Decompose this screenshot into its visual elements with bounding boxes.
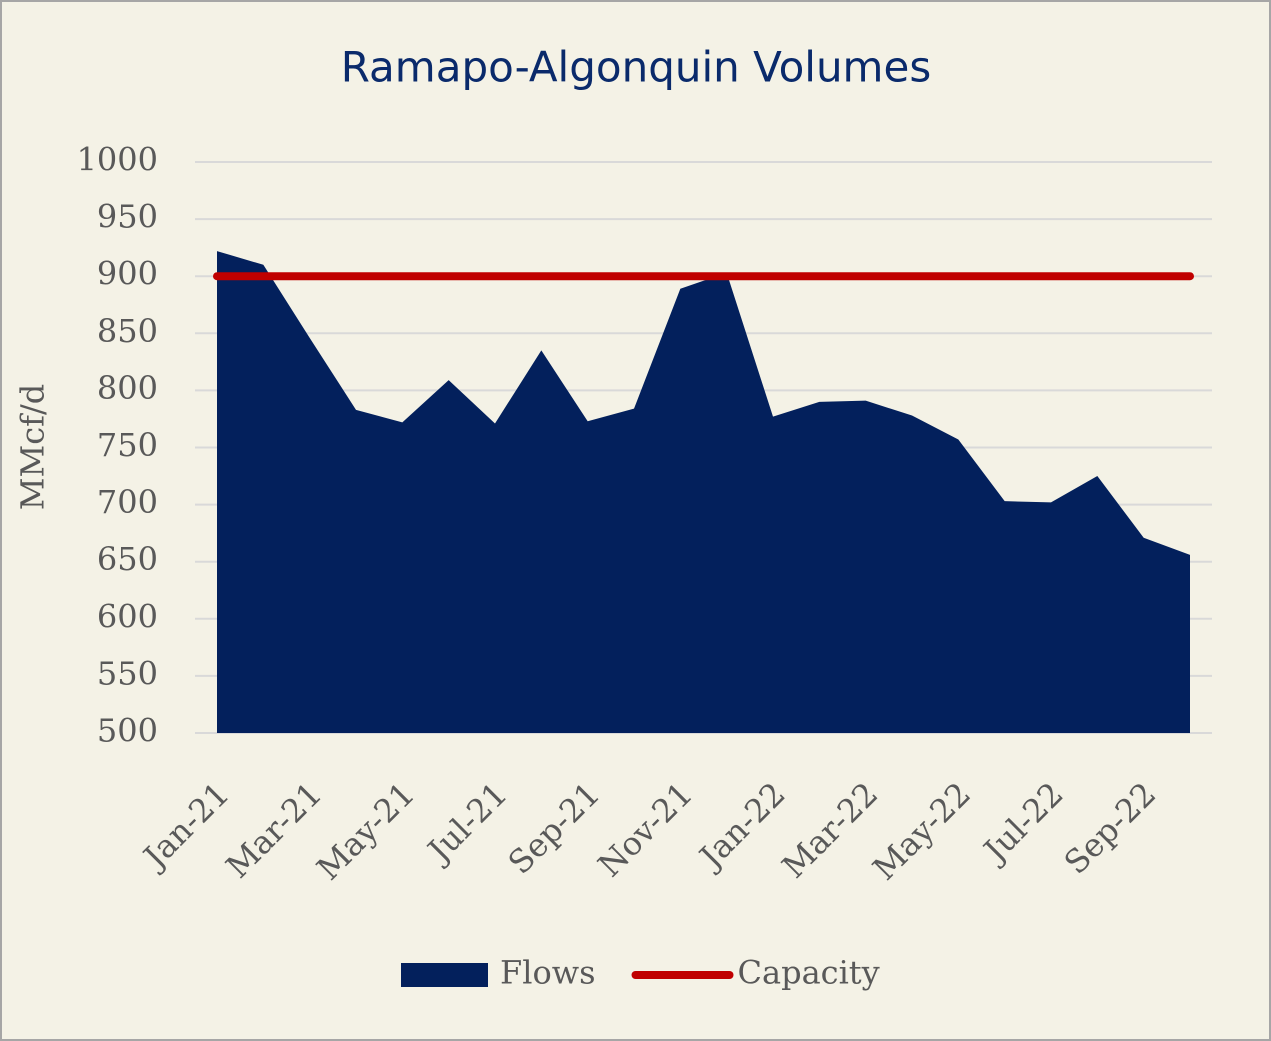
y-tick-label: 500 <box>97 712 158 750</box>
legend-label: Flows <box>500 954 596 992</box>
y-tick-label: 650 <box>97 540 158 578</box>
y-tick-label: 800 <box>97 369 158 407</box>
y-tick-label: 550 <box>97 654 158 692</box>
area <box>217 251 1190 734</box>
y-axis-label: MMcf/d <box>14 384 52 511</box>
y-tick-label: 1000 <box>77 141 158 179</box>
y-tick-label: 750 <box>97 426 158 464</box>
legend-swatch <box>401 963 488 987</box>
y-tick-label: 850 <box>97 312 158 350</box>
y-tick-label: 900 <box>97 255 158 293</box>
y-tick-label: 700 <box>97 483 158 521</box>
chart-title: Ramapo-Algonquin Volumes <box>341 43 931 92</box>
y-tick-label: 600 <box>97 597 158 635</box>
legend-label: Capacity <box>738 954 880 992</box>
y-tick-label: 950 <box>97 198 158 236</box>
